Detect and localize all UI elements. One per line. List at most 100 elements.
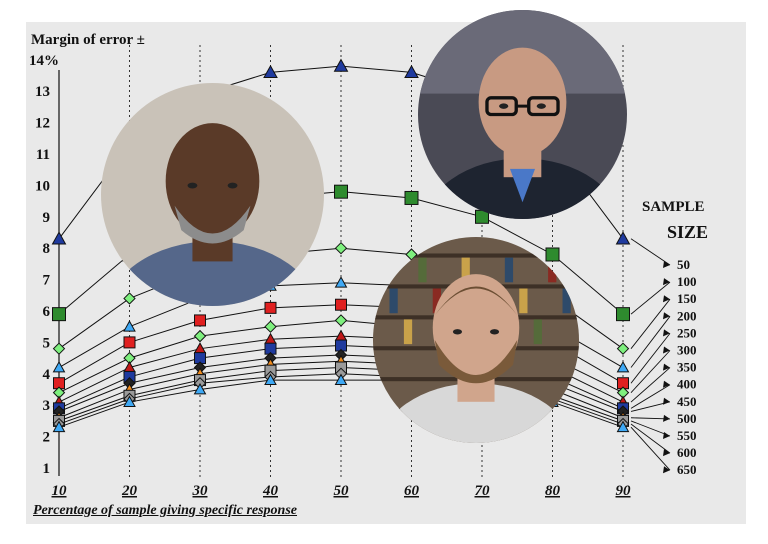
y-tick-label: 9: [43, 210, 51, 226]
legend-pointer-550: [630, 420, 671, 437]
data-point: [52, 420, 66, 433]
legend-label-200: 200: [677, 308, 697, 323]
x-axis-title: Percentage of sample giving specific res…: [33, 503, 298, 518]
data-point: [404, 64, 419, 79]
y-tick-label: 6: [43, 304, 51, 320]
y-tick-label: 12: [35, 116, 50, 132]
legend-pointer-250: [630, 333, 671, 384]
legend-label-150: 150: [677, 291, 697, 306]
data-point: [264, 320, 277, 333]
legend-label-300: 300: [677, 343, 697, 358]
legend-label-500: 500: [677, 411, 697, 426]
x-tick-label: 90: [616, 483, 632, 499]
legend-pointer-300: [630, 350, 671, 393]
x-tick-label: 20: [121, 483, 138, 499]
legend-label-650: 650: [677, 462, 697, 477]
legend-arrowhead: [663, 380, 670, 388]
y-tick-label: 4: [43, 367, 51, 383]
data-point: [334, 241, 348, 255]
data-point: [123, 336, 136, 349]
legend-label-100: 100: [677, 274, 697, 289]
data-point: [51, 231, 67, 245]
data-point: [334, 329, 348, 342]
data-point: [193, 382, 207, 395]
data-point: [615, 231, 631, 245]
data-point: [52, 342, 66, 355]
data-point: [616, 360, 630, 373]
data-point: [52, 360, 66, 373]
legend-arrowhead: [663, 363, 670, 371]
legend-label-350: 350: [677, 360, 697, 375]
legend-arrowhead: [663, 397, 670, 405]
y-tick-label: 1: [43, 461, 51, 477]
legend-title-sample: SAMPLE: [642, 199, 705, 215]
x-tick-label: 50: [334, 483, 350, 499]
legend-arrowhead: [663, 346, 670, 354]
legend-title-size: SIZE: [667, 222, 709, 242]
legend-pointer-400: [630, 384, 671, 409]
legend-pointer-200: [630, 316, 671, 368]
data-point: [123, 292, 136, 305]
data-point: [334, 314, 348, 327]
legend-arrowhead: [663, 432, 670, 439]
legend-label-550: 550: [677, 428, 697, 443]
data-point: [123, 395, 136, 407]
portrait-illustration: [418, 10, 627, 219]
y-tick-label: 7: [43, 273, 51, 289]
legend-arrowhead: [663, 278, 670, 286]
portrait-illustration: [101, 83, 324, 306]
data-point: [263, 64, 278, 79]
data-point: [616, 420, 630, 433]
legend-arrowhead: [663, 295, 670, 303]
x-tick-label: 10: [52, 483, 68, 499]
legend-pointer-50: [630, 238, 671, 266]
data-point: [264, 373, 277, 385]
data-point: [334, 276, 348, 288]
data-point: [194, 314, 206, 327]
legend-pointer-100: [630, 281, 671, 315]
legend-arrowhead: [663, 312, 670, 320]
data-point: [616, 307, 630, 322]
data-point: [334, 373, 348, 385]
photo-man-bookshelf: [373, 237, 579, 443]
data-point: [335, 298, 347, 311]
data-point: [545, 247, 560, 262]
legend-label-250: 250: [677, 325, 697, 340]
x-tick-label: 70: [475, 483, 491, 499]
data-point: [123, 320, 136, 332]
legend-pointer-150: [630, 298, 671, 349]
legend-label-50: 50: [677, 257, 690, 272]
y-tick-label: 8: [43, 241, 51, 257]
y-tick-label: 3: [43, 398, 51, 414]
data-point: [404, 190, 419, 205]
legend-pointer-600: [630, 423, 671, 454]
x-tick-label: 40: [262, 483, 279, 499]
y-tick-label: 13: [35, 84, 50, 100]
data-point: [264, 301, 277, 314]
data-point: [334, 184, 348, 199]
photo-man-glasses-suit: [418, 10, 627, 219]
portrait-illustration: [373, 237, 579, 443]
y-tick-label: 2: [43, 430, 51, 446]
y-tick-label: 11: [36, 147, 50, 163]
data-point: [52, 307, 66, 322]
legend-arrowhead: [663, 261, 670, 268]
legend-pointer-650: [630, 426, 671, 471]
y-axis-title: Margin of error ±: [31, 32, 145, 48]
x-tick-label: 80: [545, 483, 561, 499]
legend-arrowhead: [663, 466, 670, 474]
photo-man-gray-sweater: [101, 83, 324, 306]
legend-label-400: 400: [677, 377, 697, 392]
legend-arrowhead: [663, 449, 670, 457]
legend-pointer-350: [630, 367, 671, 403]
y-tick-label: 14%: [29, 53, 59, 69]
y-tick-label: 10: [35, 178, 50, 194]
x-tick-label: 30: [192, 483, 209, 499]
legend-arrowhead: [663, 414, 670, 422]
y-tick-label: 5: [43, 335, 51, 351]
data-point: [333, 58, 349, 72]
legend-label-600: 600: [677, 445, 697, 460]
legend-arrowhead: [663, 329, 670, 337]
